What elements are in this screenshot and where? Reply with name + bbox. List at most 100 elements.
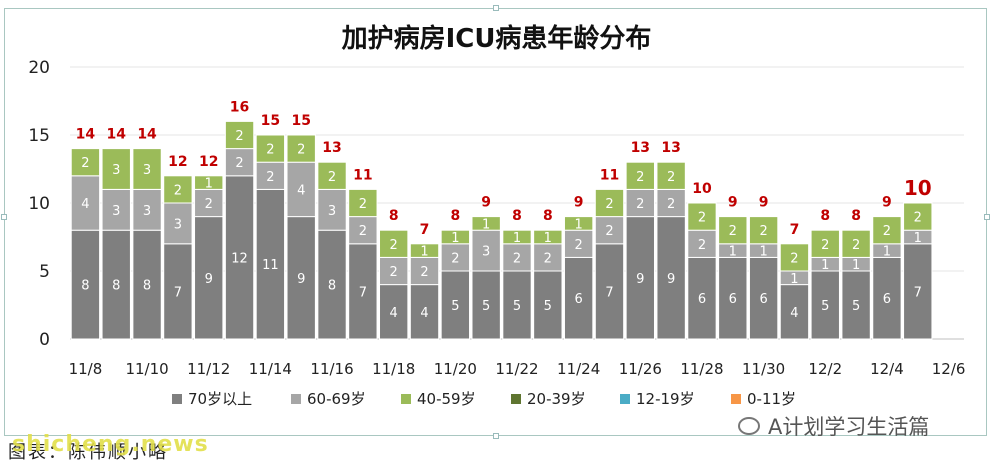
- segment-value-label: 6: [729, 292, 737, 307]
- x-tick-label: 12/2: [808, 360, 842, 378]
- segment-value-label: 9: [297, 272, 305, 287]
- total-label: 11: [600, 167, 619, 183]
- x-tick-label: 11/18: [372, 360, 415, 378]
- total-label: 8: [512, 208, 522, 224]
- segment-value-label: 2: [174, 183, 182, 198]
- legend-swatch: [291, 393, 301, 404]
- x-tick-label: 11/24: [557, 360, 600, 378]
- total-label: 8: [389, 208, 399, 224]
- x-tick-label: 11/26: [619, 360, 662, 378]
- total-label: 9: [728, 195, 738, 211]
- resize-handle-bottom[interactable]: [493, 433, 499, 439]
- segment-value-label: 2: [359, 224, 367, 239]
- total-label: 8: [851, 208, 861, 224]
- bar-segment: [70, 175, 101, 231]
- bar-segment: [132, 188, 162, 231]
- segment-value-label: 6: [883, 292, 891, 307]
- segment-value-label: 2: [390, 238, 398, 253]
- bar-segment: [101, 229, 131, 340]
- bar-segment: [718, 216, 748, 245]
- segment-value-label: 2: [297, 143, 305, 158]
- total-label: 12: [199, 154, 218, 170]
- total-label: 14: [76, 127, 96, 143]
- total-label: 9: [481, 195, 491, 211]
- legend-label: 40-59岁: [417, 390, 476, 408]
- bar-segment: [594, 216, 625, 245]
- x-tick-label: 11/22: [495, 360, 538, 378]
- total-label: 10: [692, 181, 712, 197]
- total-label: 7: [790, 222, 800, 238]
- segment-value-label: 1: [852, 258, 860, 273]
- segment-value-label: 3: [112, 204, 120, 219]
- bar-segment: [379, 229, 409, 258]
- bar-segment: [70, 148, 101, 177]
- resize-handle-top[interactable]: [493, 5, 499, 11]
- segment-value-label: 4: [297, 183, 305, 198]
- segment-value-label: 2: [451, 251, 459, 266]
- segment-value-label: 1: [420, 245, 428, 260]
- x-tick-label: 11/10: [125, 360, 168, 378]
- watermark-text: A计划学习生活篇: [768, 415, 930, 439]
- segment-value-label: 2: [698, 238, 706, 253]
- segment-value-label: 2: [821, 238, 829, 253]
- bar-segment: [502, 270, 532, 340]
- bar-segment: [255, 134, 286, 163]
- legend-label: 12-19岁: [636, 390, 695, 408]
- legend: 70岁以上 60-69岁 40-59岁 20-39岁 12-19岁 0-11岁: [0, 388, 993, 410]
- segment-value-label: 5: [544, 299, 552, 314]
- bar-segment: [502, 243, 532, 272]
- x-tick-label: 12/4: [870, 360, 904, 378]
- bar-segment: [563, 229, 594, 258]
- x-tick-label: 11/20: [434, 360, 477, 378]
- segment-value-label: 7: [914, 285, 922, 300]
- x-tick-label: 11/8: [69, 360, 103, 378]
- bar-segment: [440, 229, 471, 245]
- segment-value-label: 9: [636, 272, 644, 287]
- segment-value-label: 1: [759, 245, 767, 260]
- legend-item: 40-59岁: [401, 388, 476, 409]
- segment-value-label: 1: [482, 217, 490, 232]
- bar-segment: [872, 216, 902, 245]
- bar-segment: [625, 161, 655, 190]
- total-label: 9: [574, 195, 584, 211]
- segment-value-label: 6: [759, 292, 767, 307]
- bar-segment: [163, 202, 193, 245]
- segment-value-label: 2: [759, 224, 767, 239]
- bar-segment: [594, 243, 625, 340]
- bar-segment: [903, 202, 933, 231]
- y-tick-label: 0: [39, 330, 50, 350]
- segment-value-label: 2: [790, 251, 798, 266]
- segment-value-label: 6: [575, 292, 583, 307]
- bar-segment: [841, 270, 871, 340]
- x-tick-label: 11/28: [680, 360, 723, 378]
- segment-value-label: 2: [636, 197, 644, 212]
- segment-value-label: 2: [575, 238, 583, 253]
- bar-segment: [194, 188, 224, 218]
- site-watermark: shicheng.news: [12, 432, 209, 457]
- bar-segment: [132, 229, 162, 340]
- x-tick-label: 11/30: [742, 360, 785, 378]
- total-label: 13: [661, 140, 680, 156]
- resize-handle-right[interactable]: [984, 214, 990, 220]
- chart-title: 加护病房ICU病患年龄分布: [341, 24, 652, 54]
- segment-value-label: 3: [112, 163, 120, 178]
- bar-segment: [625, 216, 655, 340]
- watermark: A计划学习生活篇: [738, 411, 929, 441]
- resize-handle-left[interactable]: [1, 214, 7, 220]
- segment-value-label: 1: [914, 231, 922, 246]
- bar-segment: [748, 256, 779, 340]
- segment-value-label: 2: [605, 224, 613, 239]
- total-label: 9: [759, 195, 769, 211]
- bar-segment: [101, 148, 131, 190]
- bar-segment: [163, 175, 193, 204]
- segment-value-label: 8: [112, 279, 120, 294]
- segment-value-label: 9: [205, 272, 213, 287]
- bar-segment: [533, 270, 563, 340]
- bar-segment: [224, 175, 255, 340]
- total-label: 11: [353, 167, 372, 183]
- bar-segment: [317, 161, 347, 190]
- segment-value-label: 4: [790, 306, 798, 321]
- legend-item: 12-19岁: [620, 388, 695, 409]
- segment-value-label: 2: [544, 251, 552, 266]
- legend-label: 20-39岁: [527, 390, 586, 408]
